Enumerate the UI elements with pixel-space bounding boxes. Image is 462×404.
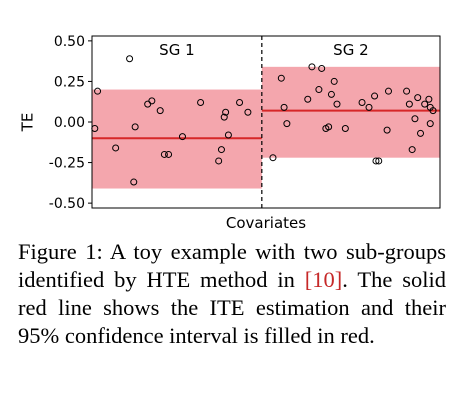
- data-point-sg1: [131, 123, 139, 131]
- data-point-sg1: [94, 87, 102, 95]
- y-axis-label: TE: [19, 113, 37, 133]
- data-point-sg1: [222, 108, 230, 116]
- data-point-sg2: [358, 99, 366, 107]
- y-tick-label: -0.25: [49, 156, 85, 172]
- data-point-sg2: [269, 154, 277, 162]
- y-tick-label: -0.50: [49, 196, 85, 212]
- y-tick-label: 0.25: [54, 74, 85, 90]
- subgroup-1-label: SG 1: [159, 41, 194, 59]
- subgroup-2-label: SG 2: [333, 41, 368, 59]
- data-point-sg1: [236, 99, 244, 107]
- data-point-sg2: [280, 103, 288, 111]
- data-point-sg2: [425, 95, 433, 103]
- data-point-sg1: [160, 150, 168, 158]
- data-point-sg2: [308, 63, 316, 71]
- estimate-lines: [92, 109, 440, 140]
- data-point-sg2: [330, 77, 338, 85]
- data-point-sg2: [417, 129, 425, 137]
- caption-text-end: . The solid red line shows the ITE estim…: [18, 267, 446, 348]
- x-axis-label: Covariates: [226, 214, 306, 232]
- data-point-sg2: [411, 115, 419, 123]
- data-point-sg1: [197, 99, 205, 107]
- data-point-sg2: [384, 87, 392, 95]
- data-point-sg1: [224, 131, 232, 139]
- data-point-sg2: [383, 126, 391, 134]
- figure-caption: Figure 1: A toy example with two sub-gro…: [18, 238, 446, 350]
- confidence-band-2: [261, 66, 440, 158]
- data-point-sg2: [421, 100, 429, 108]
- data-point-sg2: [277, 74, 285, 82]
- data-point-sg2: [372, 157, 380, 165]
- data-point-sg2: [426, 120, 434, 128]
- data-point-sg2: [333, 100, 341, 108]
- data-point-sg1: [215, 157, 223, 165]
- data-point-sg1: [178, 133, 186, 141]
- caption-text-start: Figure 1: A toy example with two sub-gro…: [18, 239, 446, 292]
- data-point-sg2: [414, 94, 422, 102]
- data-point-sg1: [244, 108, 252, 116]
- data-point-sg2: [429, 107, 437, 115]
- data-point-sg2: [318, 64, 326, 72]
- data-point-sg2: [315, 86, 323, 94]
- data-points: [91, 55, 437, 186]
- data-point-sg1: [130, 178, 138, 186]
- data-point-sg2: [283, 120, 291, 128]
- data-point-sg1: [148, 97, 156, 105]
- data-point-sg2: [405, 100, 413, 108]
- y-tick-label: 0.50: [54, 34, 85, 50]
- data-point-sg1: [165, 150, 173, 158]
- data-point-sg1: [112, 144, 120, 152]
- data-point-sg2: [327, 90, 335, 98]
- data-point-sg2: [371, 92, 379, 100]
- data-point-sg2: [325, 123, 333, 131]
- y-tick-label: 0.00: [54, 115, 85, 131]
- data-point-sg2: [365, 103, 373, 111]
- data-point-sg1: [126, 55, 134, 63]
- citation-link[interactable]: [10]: [304, 267, 343, 292]
- chart: -0.50 -0.25 0.00 0.25 0.50 SG 1 SG 2 Covaria…: [19, 34, 441, 232]
- data-point-sg2: [408, 146, 416, 154]
- data-point-sg2: [341, 124, 349, 132]
- data-point-sg2: [375, 157, 383, 165]
- data-point-sg2: [304, 95, 312, 103]
- data-point-sg1: [156, 107, 164, 115]
- data-point-sg1: [217, 146, 225, 154]
- data-point-sg1: [220, 113, 228, 121]
- y-axis: -0.50 -0.25 0.00 0.25 0.50: [49, 34, 92, 212]
- data-point-sg2: [403, 87, 411, 95]
